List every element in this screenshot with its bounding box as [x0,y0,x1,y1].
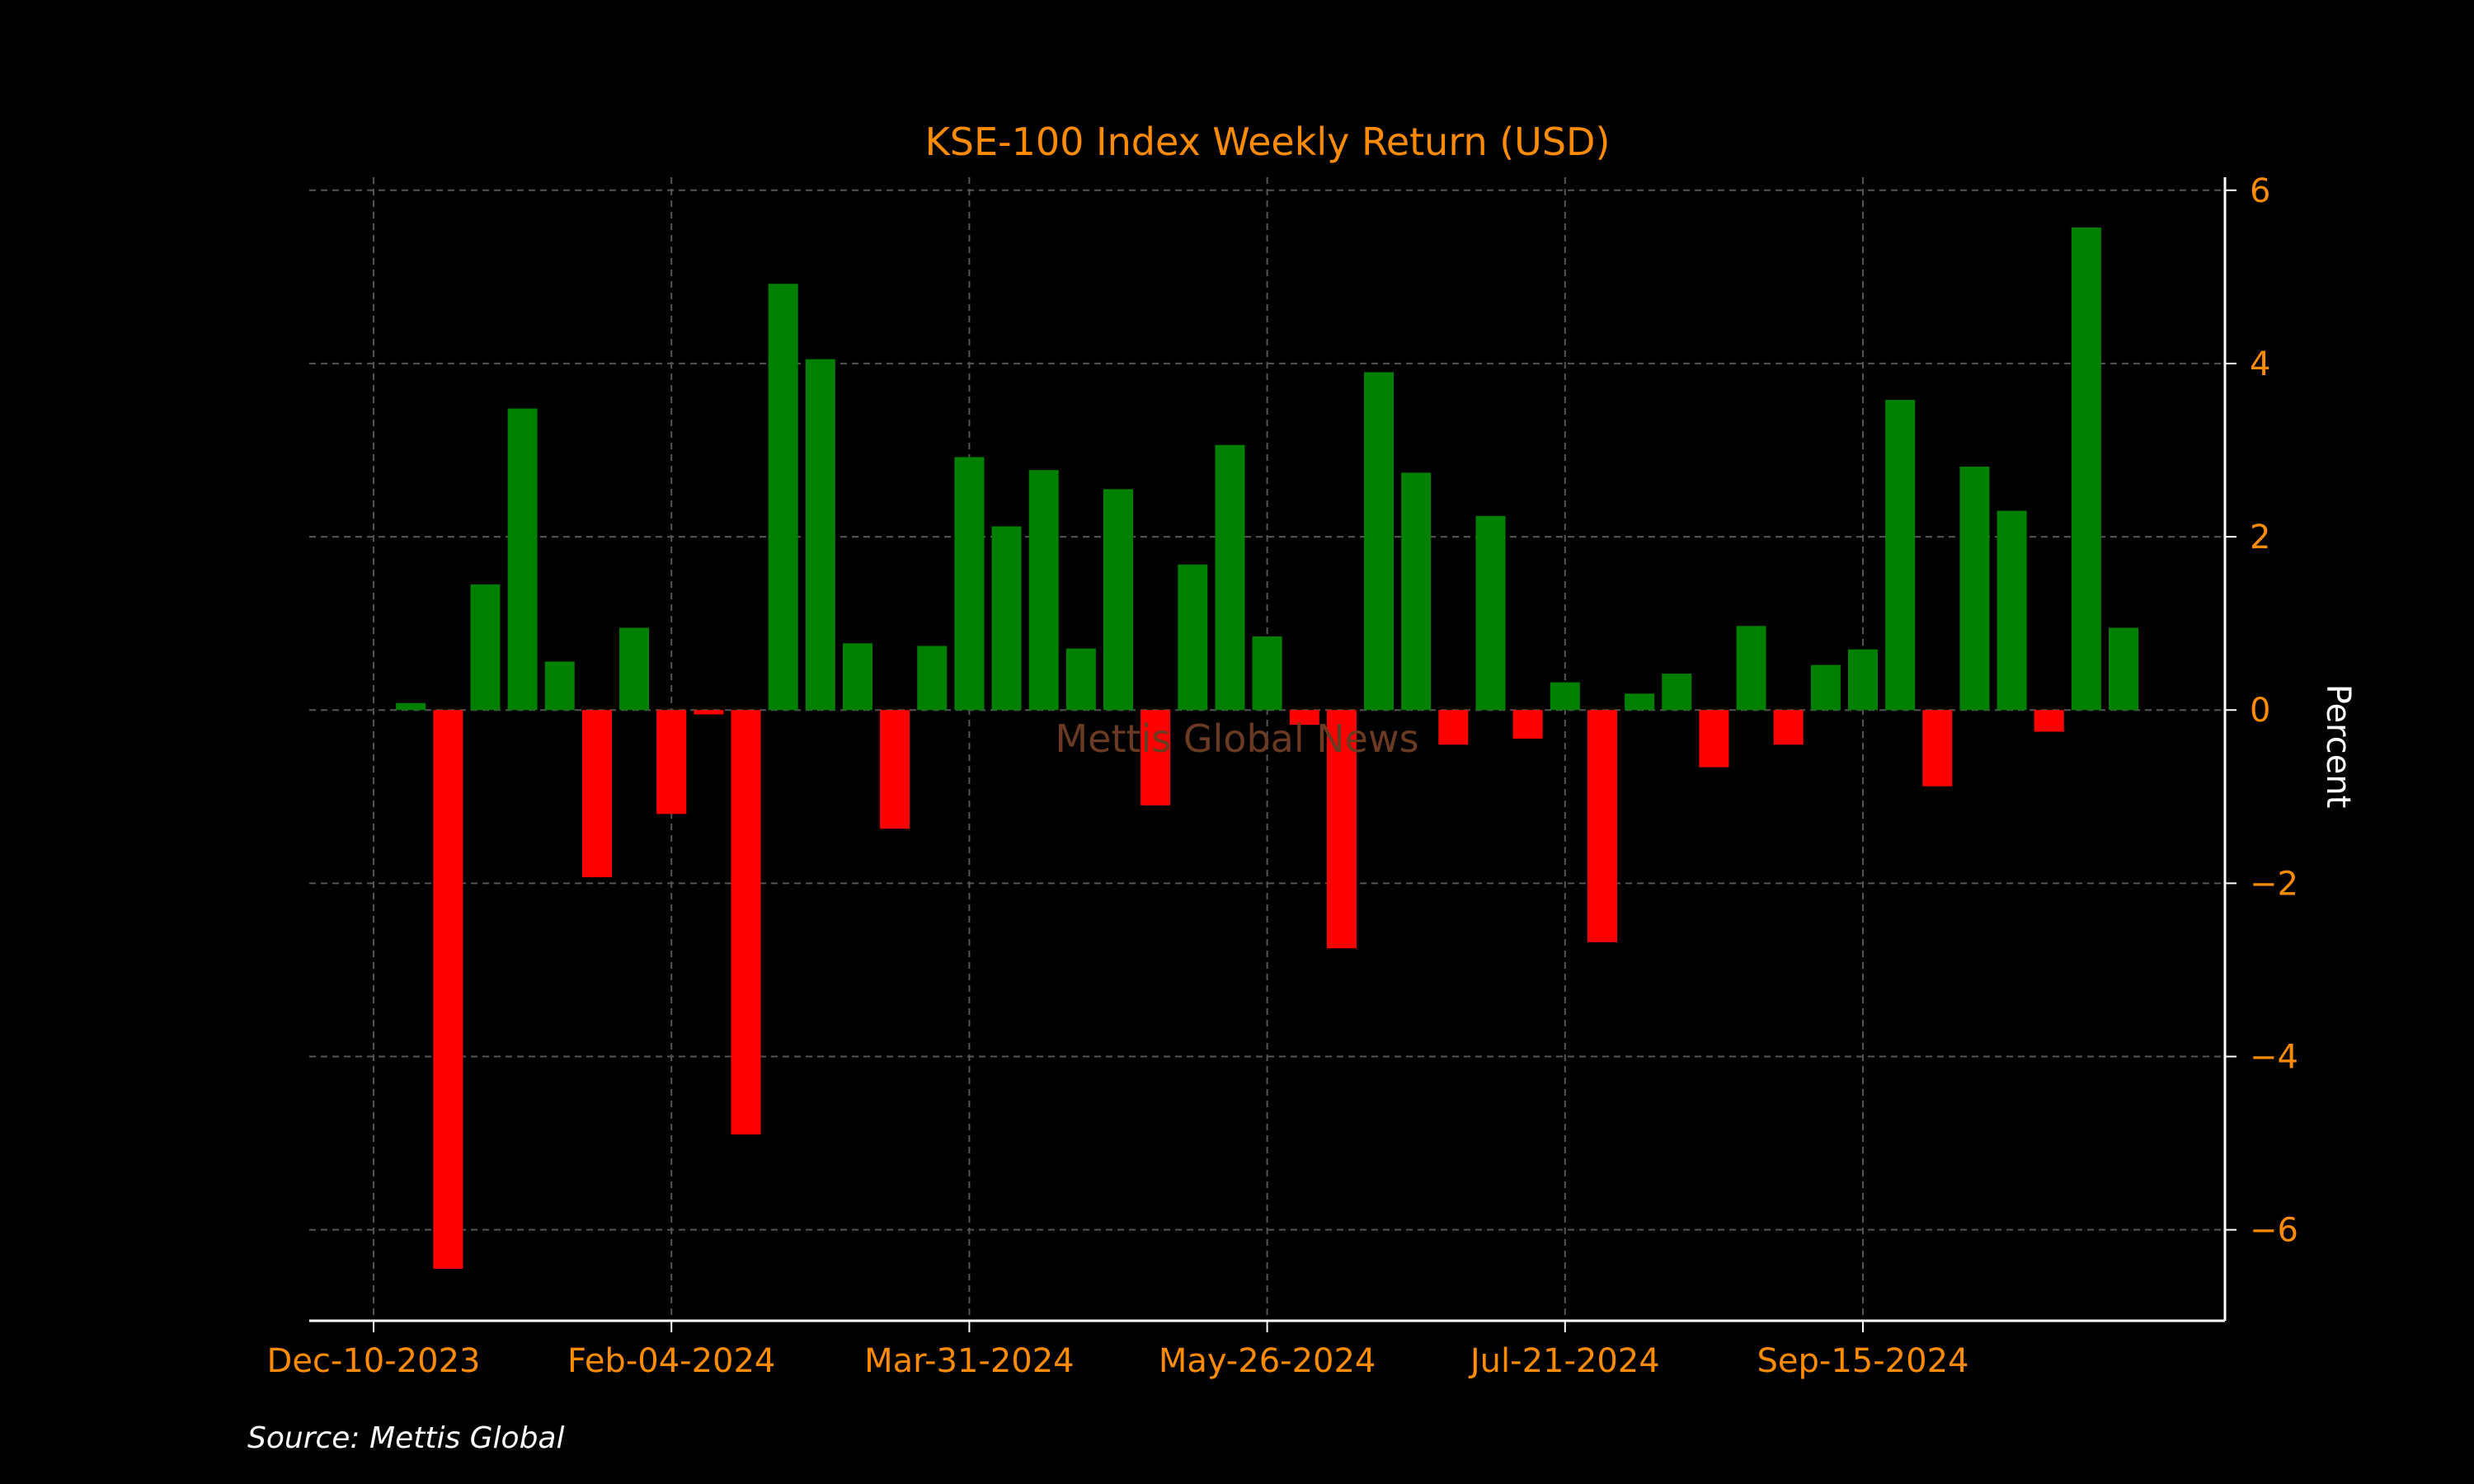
axis-layer: 6 4 2 0 −2 −4 −6 Dec-10-2023 Feb-04-2024 Mar-31-2… [267,172,2298,1380]
x-tick-label: Feb-04-2024 [567,1342,775,1380]
y-tick-label: 2 [2250,519,2270,556]
y-tick-label: 4 [2250,345,2270,383]
y-axis-label: Percent [2319,684,2357,809]
bar-negative [880,710,910,829]
bar-negative [1438,710,1469,745]
bar-positive [470,584,501,711]
x-tick-label: Dec-10-2023 [267,1342,481,1380]
bar-positive [1178,564,1208,711]
bar-negative [656,710,687,815]
x-tick-label: Sep-15-2024 [1757,1342,1969,1380]
watermark: Mettis Global News [1055,716,1418,761]
bar-positive [1736,626,1766,711]
bar-negative [2034,710,2064,732]
bar-positive [2071,227,2101,711]
bar-negative [694,710,724,715]
bar-positive [1028,470,1059,711]
bar-positive [1848,649,1878,711]
y-tick-label: −6 [2250,1212,2298,1250]
bar-positive [2109,627,2139,711]
bar-layer [396,227,2139,1269]
chart-title: KSE-100 Index Weekly Return (USD) [925,120,1611,164]
x-tick-label: Mar-31-2024 [864,1342,1074,1380]
bar-positive [1065,648,1096,711]
bar-positive [1550,682,1580,711]
bar-negative [731,710,761,1135]
bar-negative [1773,710,1804,745]
bar-positive [1625,693,1655,711]
y-tick-label: 6 [2250,172,2270,210]
bar-positive [1959,466,1990,711]
bar-negative [1699,710,1729,768]
y-tick-label: −2 [2250,865,2298,903]
bar-positive [1364,372,1395,711]
bar-positive [1885,400,1916,711]
bar-negative [1141,710,1171,805]
y-tick-label: −4 [2250,1039,2298,1077]
bar-positive [396,702,426,711]
bar-positive [544,661,575,711]
bar-positive [1662,674,1692,711]
bar-positive [1215,444,1245,711]
bar-positive [917,646,948,711]
bar-positive [1997,510,2027,711]
bar-positive [991,526,1022,711]
bar-negative [1922,710,1953,787]
bar-negative [1512,710,1543,739]
bar-positive [507,408,538,711]
bar-positive [805,359,835,711]
bar-positive [1252,636,1282,711]
bar-negative [1587,710,1617,942]
bar-positive [619,627,650,711]
bar-negative [1289,710,1319,726]
bar-positive [1475,515,1506,711]
bar-positive [768,284,798,711]
x-tick-label: Jul-21-2024 [1468,1342,1660,1380]
bar-positive [842,643,872,711]
bar-negative [1326,710,1357,949]
source-note: Source: Mettis Global [247,1421,565,1455]
bar-positive [1401,472,1432,711]
bar-negative [433,710,463,1269]
bar-negative [581,710,612,878]
y-tick-label: 0 [2250,692,2270,730]
x-tick-label: May-26-2024 [1159,1342,1376,1380]
bar-positive [1103,489,1133,711]
bar-positive [1810,665,1841,711]
bar-positive [954,457,985,711]
